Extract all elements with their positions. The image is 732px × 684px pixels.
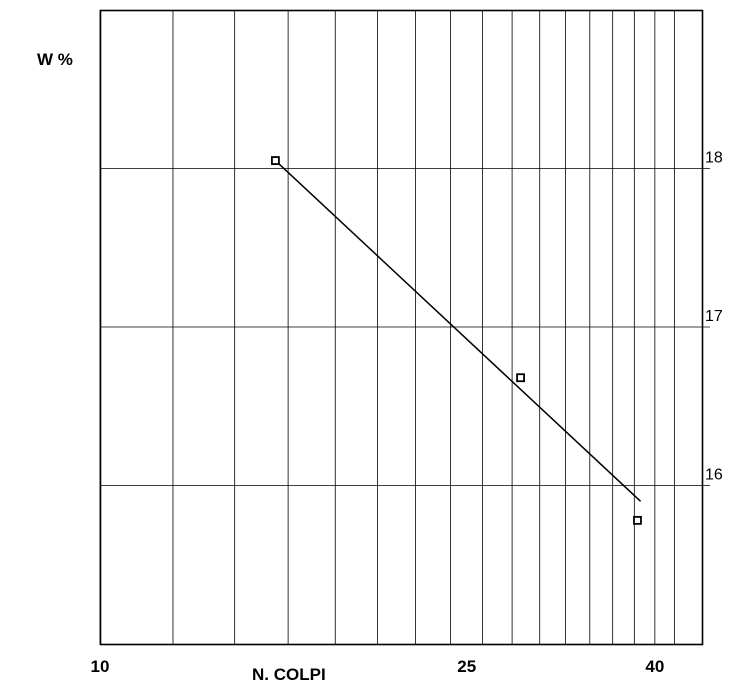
y-tick-label: 16: [705, 467, 723, 484]
data-point: [633, 515, 642, 525]
tick-labels: 10 25 40 18 17 16: [91, 150, 723, 677]
grid: [99, 10, 710, 644]
data-point: [271, 156, 280, 165]
y-tick-label: 18: [705, 150, 723, 167]
plot-frame: [99, 9, 704, 646]
trend-line: [274, 160, 642, 502]
y-axis-label: W %: [37, 50, 73, 69]
y-tick-label: 17: [705, 308, 723, 325]
x-tick-label: 25: [457, 657, 476, 676]
x-tick-label: 10: [91, 657, 110, 676]
data-point: [516, 373, 525, 383]
x-tick-label: 40: [645, 657, 664, 676]
x-axis-label: N. COLPI: [252, 665, 326, 684]
data-points: [271, 156, 642, 525]
